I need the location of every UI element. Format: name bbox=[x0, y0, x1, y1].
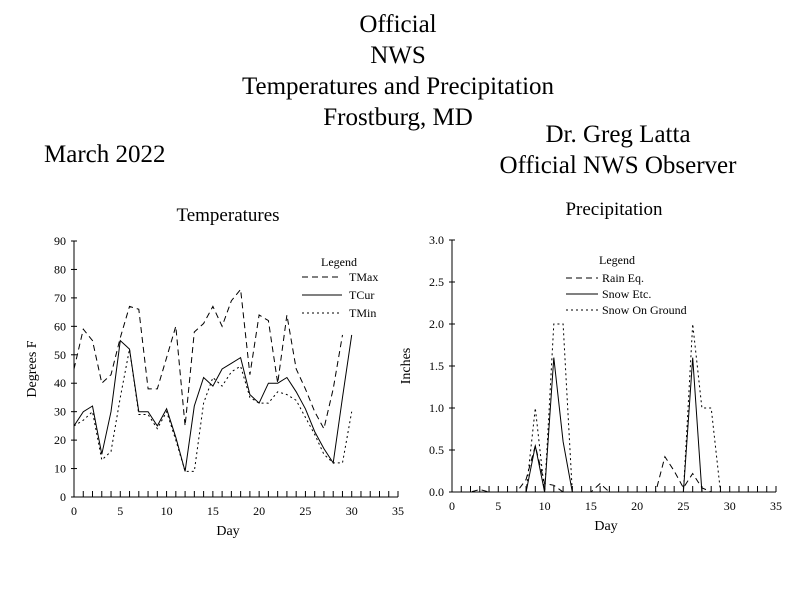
temp-x-tick-label: 35 bbox=[392, 504, 404, 518]
temp-legend-label: TCur bbox=[349, 288, 374, 302]
precip-x-tick-label: 20 bbox=[631, 499, 643, 513]
temp-series-tmin bbox=[73, 349, 353, 472]
temp-y-tick-label: 20 bbox=[54, 433, 66, 447]
precip-x-tick-label: 5 bbox=[495, 499, 501, 513]
temp-y-tick-label: 50 bbox=[54, 348, 66, 362]
observer-name: Dr. Greg Latta bbox=[545, 121, 691, 148]
temp-series-tcur bbox=[73, 334, 353, 472]
title-line-3: Temperatures and Precipitation bbox=[241, 73, 555, 100]
title-line-4: Frostburg, MD bbox=[323, 104, 473, 131]
precip-y-tick-label: 1.0 bbox=[429, 401, 444, 415]
precip-x-tick-label: 10 bbox=[539, 499, 551, 513]
precip-x-tick-label: 0 bbox=[449, 499, 455, 513]
precip-y-tick-label: 0.5 bbox=[429, 443, 444, 457]
precip-legend-label: Snow On Ground bbox=[602, 303, 687, 317]
precip-x-tick-label: 25 bbox=[677, 499, 689, 513]
temp-legend-title: Legend bbox=[321, 255, 357, 269]
temp-y-tick-label: 30 bbox=[54, 405, 66, 419]
month-label: March 2022 bbox=[44, 141, 166, 168]
precip-y-tick-label: 2.0 bbox=[429, 317, 444, 331]
temp-legend-label: TMax bbox=[349, 270, 378, 284]
temp-y-tick-label: 70 bbox=[54, 291, 66, 305]
temp-x-tick-label: 5 bbox=[117, 504, 123, 518]
precip-legend-title: Legend bbox=[599, 253, 635, 267]
temp-x-tick-label: 20 bbox=[253, 504, 265, 518]
precip-chart: 0.0 0.5 1.0 1.5 2.0 2.5 3.0 0 5 10 15 20 25 30 35 Day In… bbox=[399, 233, 782, 534]
temp-x-tick-label: 0 bbox=[71, 504, 77, 518]
temp-chart: 0 10 20 30 40 50 60 70 80 90 0 5 10 15 20 25 30 35 Day Degr… bbox=[25, 234, 404, 539]
temp-y-tick-label: 80 bbox=[54, 262, 66, 276]
precip-x-axis-label: Day bbox=[594, 519, 617, 534]
temperature-chart-title: Temperatures bbox=[176, 205, 280, 226]
temp-x-tick-label: 15 bbox=[207, 504, 219, 518]
precip-series-snow-etc bbox=[452, 357, 730, 493]
precip-x-tick-label: 30 bbox=[724, 499, 736, 513]
precip-series-snow-on-ground bbox=[452, 323, 730, 493]
precip-legend-label: Snow Etc. bbox=[602, 287, 651, 301]
precipitation-chart-title: Precipitation bbox=[565, 199, 663, 220]
temp-legend-label: TMin bbox=[349, 306, 376, 320]
precip-x-tick-label: 15 bbox=[585, 499, 597, 513]
observer-role: Official NWS Observer bbox=[499, 152, 737, 179]
precip-series-rain-eq bbox=[452, 443, 730, 493]
temp-y-tick-label: 40 bbox=[54, 376, 66, 390]
temp-y-tick-label: 0 bbox=[60, 490, 66, 504]
temp-y-tick-label: 90 bbox=[54, 234, 66, 248]
title-line-2: NWS bbox=[370, 42, 426, 69]
precip-y-tick-label: 3.0 bbox=[429, 233, 444, 247]
temp-y-axis-label: Degrees F bbox=[25, 340, 40, 397]
temp-x-axis-label: Day bbox=[216, 524, 239, 539]
observer-block: Dr. Greg Latta Official NWS Observer bbox=[470, 119, 766, 181]
precip-y-tick-label: 0.0 bbox=[429, 485, 444, 499]
precip-legend-label: Rain Eq. bbox=[602, 271, 644, 285]
title-line-1: Official bbox=[359, 11, 437, 38]
temp-series-tmax bbox=[73, 288, 343, 431]
precip-y-tick-label: 2.5 bbox=[429, 275, 444, 289]
temp-y-tick-label: 60 bbox=[54, 319, 66, 333]
precip-y-tick-label: 1.5 bbox=[429, 359, 444, 373]
temp-x-tick-label: 25 bbox=[299, 504, 311, 518]
precip-y-axis-label: Inches bbox=[399, 348, 414, 385]
temp-x-tick-label: 30 bbox=[346, 504, 358, 518]
temp-y-tick-label: 10 bbox=[54, 462, 66, 476]
precip-x-tick-label: 35 bbox=[770, 499, 782, 513]
report-title: Official NWS Temperatures and Precipitat… bbox=[212, 9, 584, 133]
temp-x-tick-label: 10 bbox=[161, 504, 173, 518]
